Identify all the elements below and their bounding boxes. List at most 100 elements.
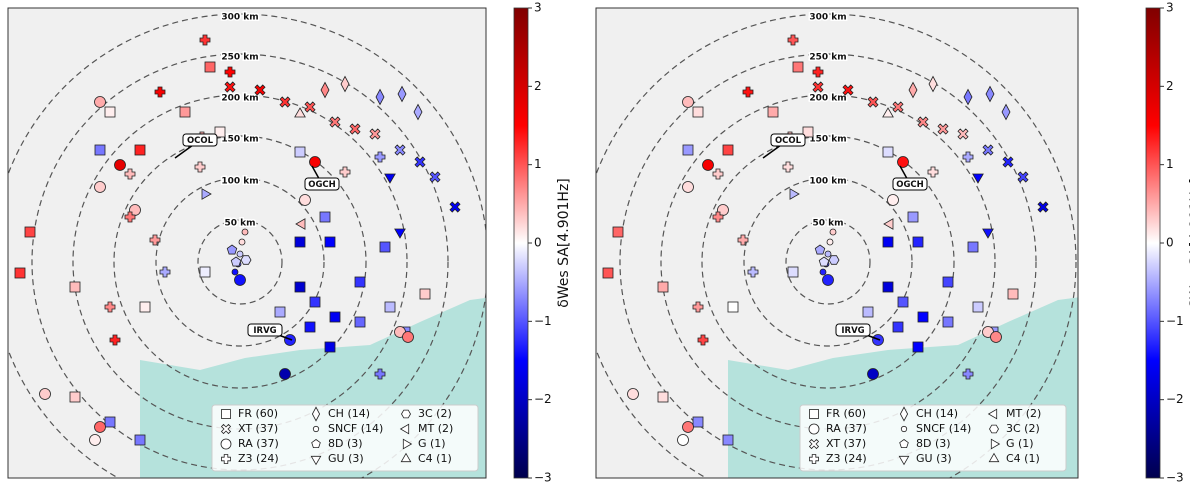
marker — [15, 268, 25, 278]
marker — [310, 297, 320, 307]
distance-label: 150 km — [809, 135, 846, 145]
marker — [70, 282, 80, 292]
marker — [728, 302, 738, 312]
distance-label: 50 km — [224, 219, 255, 229]
legend-label: RA (37) — [826, 422, 867, 435]
marker — [829, 256, 839, 265]
marker — [703, 160, 714, 171]
marker — [913, 237, 923, 247]
marker — [820, 269, 826, 275]
marker — [232, 269, 238, 275]
marker — [991, 332, 1002, 343]
marker — [973, 302, 983, 312]
legend-label: G (1) — [1006, 437, 1034, 450]
marker — [140, 302, 150, 312]
marker — [1008, 289, 1018, 299]
marker — [990, 425, 999, 433]
marker — [115, 160, 126, 171]
marker — [242, 229, 248, 235]
marker — [823, 275, 834, 286]
marker — [330, 312, 340, 322]
marker — [693, 107, 703, 117]
marker — [90, 435, 101, 446]
marker — [723, 145, 733, 155]
marker — [883, 147, 893, 157]
legend-label: MT (2) — [418, 422, 453, 435]
colorbar-tick-label: −1 — [534, 314, 552, 328]
legend-label: G (1) — [418, 437, 446, 450]
marker — [295, 237, 305, 247]
marker — [863, 307, 873, 317]
marker — [908, 212, 918, 222]
marker — [723, 435, 733, 445]
distance-label: 200 km — [221, 94, 258, 104]
colorbar-tick-label: 1 — [534, 157, 542, 171]
colorbar-tick-label: −1 — [1166, 314, 1184, 328]
marker — [295, 147, 305, 157]
marker — [95, 97, 106, 108]
station-label: OGCH — [308, 180, 336, 190]
distance-label: 300 km — [221, 13, 258, 23]
legend-label: C4 (1) — [1006, 452, 1040, 465]
marker — [788, 267, 798, 277]
marker — [221, 439, 231, 449]
distance-label: 50 km — [812, 219, 843, 229]
marker — [628, 389, 639, 400]
colorbar-tick-label: −3 — [1166, 471, 1184, 485]
colorbar-tick-label: −2 — [534, 392, 552, 406]
marker — [793, 62, 803, 72]
distance-label: 100 km — [809, 177, 846, 187]
colorbar — [1146, 8, 1160, 478]
colorbar-tick-label: 3 — [534, 1, 542, 15]
station-label: OCOL — [187, 136, 214, 146]
legend-label: Z3 (24) — [238, 452, 279, 465]
marker — [241, 256, 251, 265]
marker — [355, 317, 365, 327]
marker — [658, 392, 668, 402]
legend-label: MT (2) — [1006, 407, 1041, 420]
marker — [918, 312, 928, 322]
legend-label: GU (3) — [916, 452, 952, 465]
marker — [95, 145, 105, 155]
marker — [320, 212, 330, 222]
legend-label: XT (37) — [238, 422, 278, 435]
marker — [25, 227, 35, 237]
marker — [205, 62, 215, 72]
marker — [70, 392, 80, 402]
legend-label: CH (14) — [328, 407, 370, 420]
colorbar-tick-label: 1 — [1166, 157, 1174, 171]
legend-label: RA (37) — [238, 437, 279, 450]
marker — [888, 195, 899, 206]
distance-label: 300 km — [809, 13, 846, 23]
marker — [809, 424, 819, 434]
marker — [325, 237, 335, 247]
marker — [913, 342, 923, 352]
marker — [683, 97, 694, 108]
marker — [893, 322, 903, 332]
legend-label: FR (60) — [826, 407, 866, 420]
marker — [95, 422, 106, 433]
distance-label: 150 km — [221, 135, 258, 145]
marker — [943, 277, 953, 287]
marker — [200, 267, 210, 277]
legend-label: Z3 (24) — [826, 452, 867, 465]
marker — [683, 145, 693, 155]
marker — [239, 239, 245, 245]
marker — [613, 227, 623, 237]
marker — [325, 342, 335, 352]
marker — [385, 302, 395, 312]
marker — [901, 426, 906, 431]
marker — [868, 369, 879, 380]
distance-label: 250 km — [809, 53, 846, 63]
marker — [310, 157, 321, 168]
marker — [827, 239, 833, 245]
colorbar-label: δWes SA[4.901Hz] — [556, 178, 572, 308]
marker — [305, 322, 315, 332]
station-label: IRVG — [841, 326, 864, 336]
marker — [658, 282, 668, 292]
marker — [313, 426, 318, 431]
marker — [275, 307, 285, 317]
colorbar-tick-label: 0 — [534, 236, 542, 250]
legend-label: GU (3) — [328, 452, 364, 465]
marker — [403, 332, 414, 343]
